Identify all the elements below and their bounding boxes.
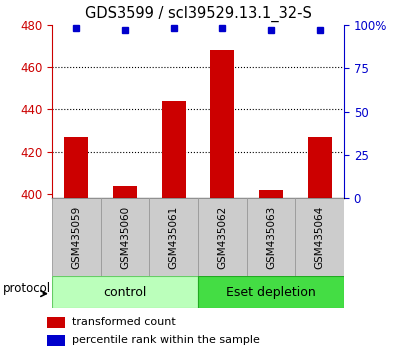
Bar [162,101,186,198]
Text: percentile rank within the sample: percentile rank within the sample [72,335,260,346]
Bar [52,198,101,276]
Text: protocol: protocol [3,282,51,295]
Text: GSM435059: GSM435059 [71,206,81,269]
Text: GSM435063: GSM435063 [266,206,276,269]
Text: GSM435062: GSM435062 [217,206,227,269]
Bar [308,137,332,198]
Bar [247,198,295,276]
Text: GSM435060: GSM435060 [120,206,130,269]
Text: GSM435064: GSM435064 [315,206,325,269]
Bar [198,198,247,276]
Bar [101,198,149,276]
Text: GSM435061: GSM435061 [169,206,179,269]
Bar [149,198,198,276]
Text: transformed count: transformed count [72,318,176,327]
Bar [52,276,198,308]
Text: control: control [103,286,147,298]
Bar [64,137,88,198]
Bar [259,190,283,198]
Bar [198,276,344,308]
Bar [47,317,65,328]
Bar [295,198,344,276]
Bar [47,335,65,346]
Bar [210,50,234,198]
Title: GDS3599 / scl39529.13.1_32-S: GDS3599 / scl39529.13.1_32-S [84,6,312,22]
Bar [113,185,137,198]
Text: Eset depletion: Eset depletion [226,286,316,298]
